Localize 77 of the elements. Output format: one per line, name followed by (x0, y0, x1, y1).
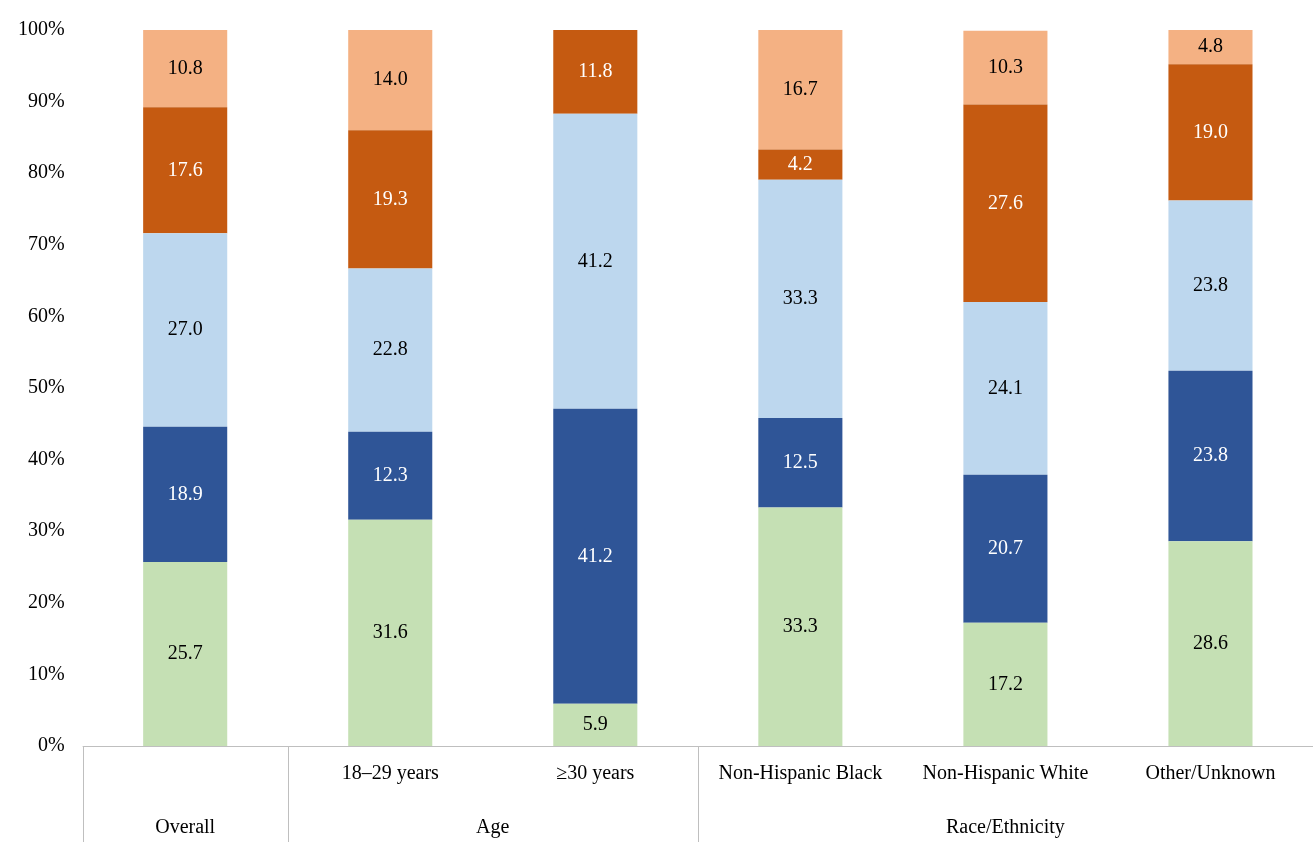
text: Age (476, 815, 510, 839)
data-label: 16.7 (782, 77, 818, 100)
x-tick-label: ≥30 years (556, 761, 635, 785)
data-label: 33.3 (782, 614, 818, 637)
data-label: 23.8 (1192, 443, 1228, 466)
data-label: 17.6 (167, 157, 203, 180)
bar (143, 561, 228, 746)
data-label: 19.0 (1192, 119, 1228, 142)
bar (963, 104, 1048, 303)
bar (553, 703, 638, 746)
x-tick-label: Other/Unknown (1145, 761, 1276, 784)
data-label: 31.6 (372, 620, 408, 643)
y-tick-label: 80% (27, 160, 65, 183)
bar (1168, 64, 1253, 201)
bar (143, 107, 228, 234)
data-label: 22.8 (372, 337, 408, 360)
bar (963, 30, 1048, 105)
bar (553, 30, 638, 114)
y-tick-label: 10% (27, 661, 65, 684)
y-tick-label: 100% (17, 17, 65, 40)
bar (1168, 541, 1253, 746)
bar (963, 622, 1048, 746)
bar (348, 130, 433, 269)
data-label: 27.6 (987, 190, 1023, 213)
bar (348, 519, 433, 746)
bar (963, 474, 1048, 623)
data-label: 28.6 (1192, 630, 1228, 653)
y-tick-label: 70% (27, 232, 65, 255)
data-label: 23.8 (1192, 272, 1228, 295)
data-label: 4.2 (787, 151, 813, 174)
text: Race/Ethnicity (945, 815, 1065, 839)
bar (758, 418, 843, 508)
bar (758, 149, 843, 180)
data-label: 10.8 (167, 55, 203, 78)
x-tick-label: Non-Hispanic Black (718, 761, 883, 785)
data-label: 14.0 (372, 67, 408, 90)
data-label: 41.2 (577, 248, 613, 271)
data-label: 17.2 (987, 671, 1023, 694)
data-label: 4.8 (1197, 34, 1223, 57)
y-tick-label: 50% (27, 375, 65, 398)
data-label: 25.7 (167, 641, 203, 664)
data-label: 12.3 (372, 462, 408, 485)
data-label: 5.9 (582, 712, 608, 735)
data-label: 12.5 (782, 450, 818, 473)
data-label: 18.9 (167, 481, 203, 504)
bar (143, 426, 228, 562)
x-tick-label: Non-Hispanic White (922, 761, 1089, 785)
bar (143, 233, 228, 427)
y-tick-label: 30% (27, 518, 65, 541)
bar (758, 30, 843, 150)
bar (758, 507, 843, 746)
data-label: 10.3 (987, 54, 1023, 77)
y-tick-label: 0% (37, 733, 65, 756)
bar (553, 408, 638, 704)
bar (348, 30, 433, 131)
bar (1168, 30, 1253, 65)
y-tick-label: 90% (27, 88, 65, 111)
bar (963, 302, 1048, 475)
x-tick-label: 18–29 years (341, 761, 440, 785)
data-label: 20.7 (987, 535, 1023, 558)
bar (1168, 370, 1253, 542)
bar (553, 113, 638, 409)
bar (758, 179, 843, 419)
data-label: 19.3 (372, 186, 408, 209)
data-label: 27.0 (167, 317, 203, 340)
bar (143, 30, 228, 108)
bar (1168, 200, 1253, 371)
bar (348, 431, 433, 520)
y-tick-label: 40% (27, 446, 65, 469)
data-label: 41.2 (577, 543, 613, 566)
text: Overall (155, 815, 216, 838)
data-label: 11.8 (578, 58, 613, 81)
bar (348, 268, 433, 432)
y-tick-label: 20% (27, 590, 65, 613)
data-label: 33.3 (782, 286, 818, 309)
data-label: 24.1 (987, 375, 1023, 398)
y-tick-label: 60% (27, 303, 65, 326)
